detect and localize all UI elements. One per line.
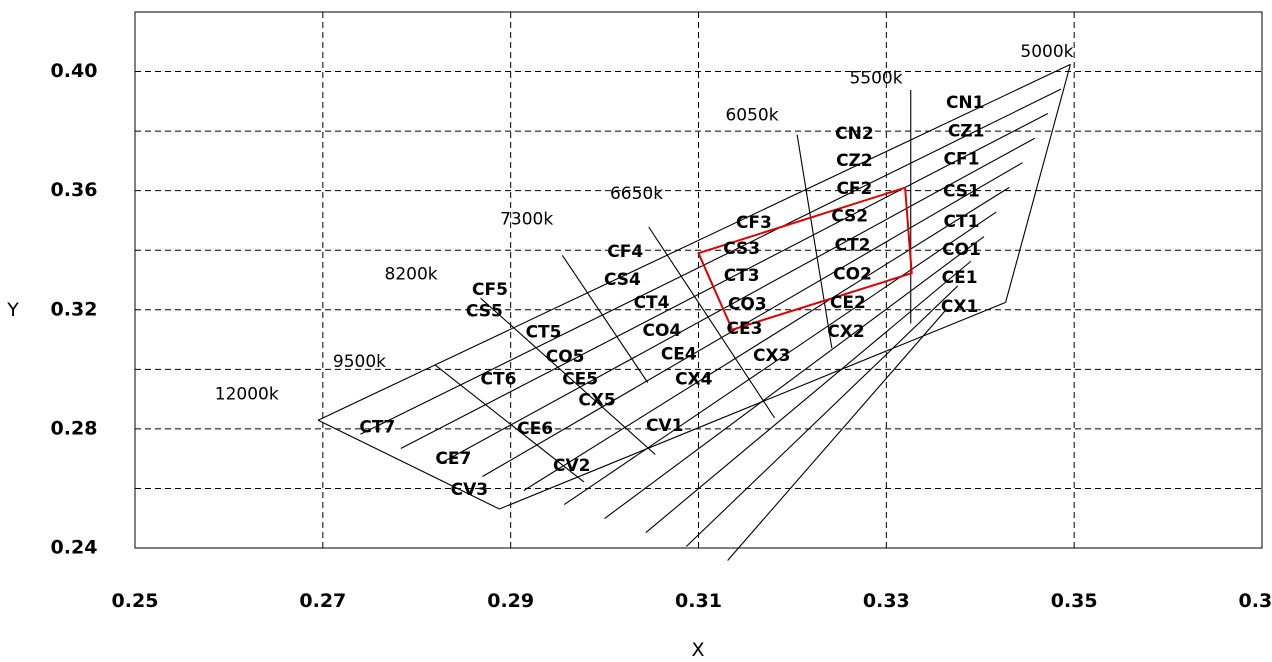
bin-label: CE6: [517, 419, 553, 439]
bin-label: CT6: [481, 369, 517, 389]
cct-line: [561, 254, 649, 384]
cct-label: 12000k: [215, 385, 279, 405]
cct-line: [648, 226, 776, 419]
bin-label: CE3: [727, 319, 763, 339]
bin-label: CX2: [827, 322, 864, 342]
bin-labels: CN1 CZ1 CF1 CS1 CT1 CO1 CE1 CX1 CN2 CZ2 CF2 CS2 CT2 C…: [359, 93, 984, 500]
bin-label: CS4: [604, 270, 641, 290]
bin-boundary-line: [727, 310, 946, 561]
cct-label: 5000k: [1020, 42, 1073, 62]
bin-label: CT4: [634, 293, 670, 313]
bin-boundary-line: [523, 186, 1010, 491]
x-tick-label: 0.35: [1051, 590, 1098, 612]
x-tick-label: 0.31: [675, 590, 722, 612]
bin-label: CN1: [946, 93, 985, 113]
bin-label: CT2: [835, 235, 871, 255]
bin-label: CE1: [942, 268, 978, 288]
cct-line: [480, 297, 656, 455]
bin-label: CE7: [435, 449, 471, 469]
bin-label: CF5: [472, 280, 508, 300]
bin-label: CE2: [830, 293, 866, 313]
bin-boundary-line: [645, 260, 972, 533]
bin-boundary-line: [685, 285, 959, 547]
bin-label: CF2: [836, 179, 872, 199]
bin-label: CS1: [943, 182, 980, 202]
bin-label: CX3: [753, 346, 790, 366]
bin-boundary-line: [400, 113, 1049, 450]
bin-label: CZ2: [836, 151, 873, 171]
cct-label: 8200k: [385, 265, 438, 285]
x-tick-label: 0.33: [863, 590, 910, 612]
bin-label: CO1: [942, 240, 981, 260]
bin-boundary-line: [563, 211, 997, 505]
bin-label: CF3: [736, 213, 772, 233]
bin-label: CE4: [661, 345, 697, 365]
bin-label: CS5: [466, 301, 503, 321]
bin-label: CF1: [944, 150, 980, 170]
y-tick-label: 0.32: [51, 298, 98, 320]
bin-label: CO3: [728, 295, 767, 315]
bin-boundary-line: [604, 236, 985, 519]
x-tick-label: 0.37: [1239, 590, 1272, 612]
grid-lines: [135, 12, 1262, 548]
bin-boundary-line: [317, 63, 1071, 421]
cct-label: 6050k: [725, 106, 778, 126]
y-tick-label: 0.36: [51, 179, 98, 201]
bin-label: CX5: [578, 391, 615, 411]
bin-label: CT1: [944, 212, 980, 232]
bin-label: CV3: [451, 480, 488, 500]
bin-label: CO5: [546, 347, 585, 367]
bin-label: CT3: [724, 266, 760, 286]
cct-labels: 5000k 5500k 6050k 6650k 7300k 8200k 9500k 12000…: [215, 42, 1074, 404]
bin-label: CN2: [835, 124, 874, 144]
y-tick-label: 0.28: [51, 417, 98, 439]
bin-boundary-line: [499, 301, 1006, 510]
y-tick-label: 0.40: [51, 60, 98, 82]
cct-line: [317, 419, 500, 510]
bin-mesh: [317, 63, 1071, 561]
bin-label: CO2: [833, 265, 872, 285]
highlighted-bin-region: [697, 186, 913, 331]
x-tick-label: 0.27: [299, 590, 346, 612]
bin-label: CV1: [646, 416, 683, 436]
bin-boundary-line: [360, 88, 1062, 435]
bin-boundary-line: [441, 137, 1035, 464]
cct-label: 7300k: [500, 210, 553, 230]
bin-label: CE5: [562, 369, 598, 389]
cct-label: 6650k: [610, 184, 663, 204]
bin-label: CS3: [723, 239, 760, 259]
bin-label: CV2: [553, 456, 590, 476]
cct-label: 5500k: [849, 68, 902, 88]
y-axis-title: Y: [6, 299, 19, 321]
y-tick-label: 0.24: [51, 537, 98, 559]
bin-label: CT7: [359, 417, 395, 437]
x-axis-title: X: [691, 639, 704, 661]
plot-frame: [134, 11, 1263, 549]
bin-label: CO4: [642, 321, 681, 341]
bin-boundary-line: [482, 162, 1023, 478]
bin-label: CZ1: [948, 121, 985, 141]
bin-label: CT5: [526, 323, 562, 343]
x-tick-label: 0.25: [112, 590, 159, 612]
cct-line: [1005, 64, 1071, 303]
bin-label: CX4: [675, 369, 713, 389]
x-tick-label: 0.29: [487, 590, 534, 612]
bin-label: CS2: [831, 206, 868, 226]
cct-label: 9500k: [333, 352, 386, 372]
tick-labels: 0.25 0.27 0.29 0.31 0.33 0.35 0.37 0.24 0.28 0.32…: [51, 60, 1272, 612]
cct-line: [434, 364, 585, 483]
bin-label: CX1: [941, 297, 978, 317]
bin-label: CF4: [607, 242, 643, 262]
cct-line: [796, 134, 833, 349]
